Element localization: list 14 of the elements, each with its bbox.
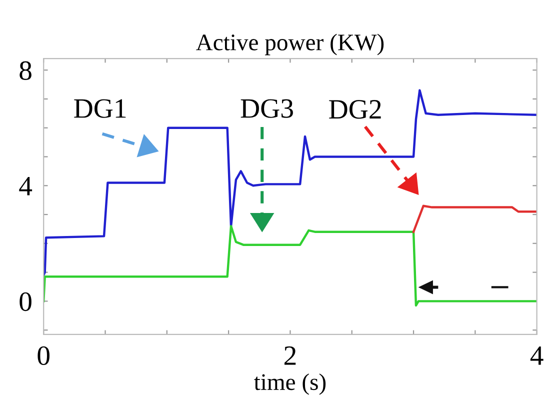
line-series xyxy=(412,204,537,233)
line-series xyxy=(44,89,537,276)
line-series xyxy=(44,224,537,307)
y-tick-label: 8 xyxy=(20,61,32,80)
x-tick-label: 2 xyxy=(284,346,296,365)
annotation: DG3 xyxy=(240,99,293,118)
annotation: DG1 xyxy=(74,99,126,118)
y-tick-label: 0 xyxy=(20,292,32,312)
x-tick-label: 4 xyxy=(530,346,544,365)
annotation: DG2 xyxy=(329,100,381,119)
y-tick-label: 4 xyxy=(19,176,32,196)
x-axis-title: time (s) xyxy=(254,373,326,395)
x-tick-label: 0 xyxy=(38,346,50,366)
chart-title: Active power (KW) xyxy=(196,34,384,56)
